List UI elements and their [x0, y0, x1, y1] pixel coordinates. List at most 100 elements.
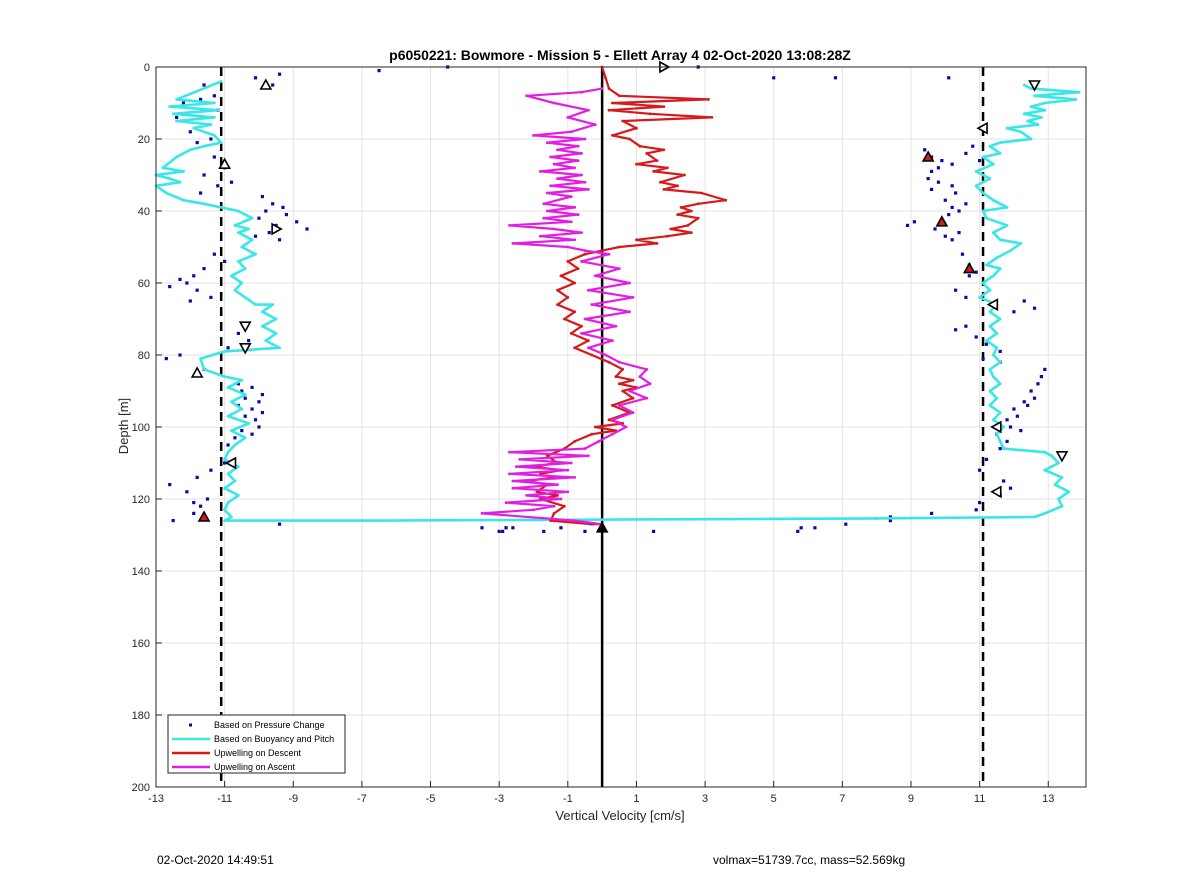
series-point: [233, 288, 237, 292]
series-point: [1067, 490, 1071, 494]
series-point: [593, 123, 597, 126]
x-tick-label: 11: [974, 793, 985, 805]
series-point: [662, 148, 666, 152]
series-point: [182, 198, 185, 202]
series-point: [635, 238, 638, 242]
series-point: [700, 191, 704, 195]
series-point: [1060, 504, 1064, 508]
series-point: [631, 396, 635, 400]
series-point: [508, 472, 511, 476]
series-point: [175, 98, 178, 101]
series-point: [1043, 450, 1047, 454]
series-point: [621, 119, 625, 123]
y-tick-label: 140: [132, 566, 150, 578]
series-point: [260, 324, 264, 328]
series-point: [559, 497, 563, 501]
series-point: [573, 346, 577, 350]
pressure-change-point: [216, 184, 220, 188]
pressure-change-point: [943, 198, 947, 202]
pressure-change-point: [168, 483, 172, 487]
series-point: [686, 224, 690, 227]
series-point: [988, 288, 992, 292]
series-point: [607, 108, 611, 112]
triangle-marker: [962, 261, 976, 274]
pressure-change-point: [209, 137, 213, 141]
series-point: [223, 350, 227, 353]
series-point: [1036, 123, 1040, 126]
series-point: [978, 296, 982, 299]
series-point: [236, 465, 240, 468]
series-point: [236, 209, 240, 213]
pressure-change-point: [974, 335, 978, 339]
series-point: [998, 317, 1002, 321]
series-point: [518, 458, 522, 461]
triangle-marker: [990, 420, 1002, 434]
pressure-change-point: [953, 328, 958, 332]
pressure-change-point: [267, 231, 271, 235]
pressure-change-point: [229, 180, 234, 184]
series-point: [638, 375, 642, 378]
series-point: [662, 105, 666, 108]
series-point: [655, 159, 659, 163]
pressure-change-point: [953, 191, 958, 195]
series-point: [628, 389, 631, 393]
series-point: [995, 396, 999, 400]
series-point: [607, 87, 611, 90]
series-point: [576, 159, 580, 163]
series-point: [988, 368, 992, 371]
legend-entry-label: Upwelling on Ascent: [214, 762, 296, 772]
series-point: [1022, 83, 1026, 87]
series-point: [991, 418, 995, 422]
series-point: [991, 274, 995, 278]
pressure-change-point: [277, 238, 282, 242]
series-point: [580, 260, 583, 263]
triangle-marker: [976, 121, 988, 135]
pressure-change-point: [998, 447, 1002, 451]
triangle-marker: [197, 510, 211, 522]
pressure-change-point: [978, 501, 982, 505]
series-point: [219, 141, 223, 145]
series-point: [549, 155, 553, 159]
pressure-change-point: [209, 295, 213, 299]
series-point: [991, 353, 995, 357]
series-point: [998, 238, 1002, 242]
series-point: [511, 486, 515, 490]
series-point: [542, 202, 546, 206]
series-point: [202, 368, 206, 371]
series-point: [1009, 249, 1012, 253]
triangle-marker: [921, 150, 935, 162]
series-point: [360, 519, 364, 522]
series-point: [1029, 137, 1033, 141]
pressure-change-point: [271, 83, 275, 87]
series-point: [552, 162, 556, 166]
series-point: [985, 263, 988, 267]
triangle-marker: [224, 456, 237, 470]
series-point: [549, 519, 553, 522]
pressure-change-point: [240, 389, 244, 393]
series-point: [707, 98, 710, 101]
series-point: [614, 324, 618, 328]
series-point: [593, 274, 597, 278]
tick-labels: -13 -11 -9 -7 -5 -3 -1 1 3 5 7 9 11 13020406080100120…: [132, 62, 1055, 805]
series-point: [508, 450, 511, 454]
series-point: [586, 339, 590, 342]
series-point: [569, 220, 573, 224]
series-point: [1043, 108, 1047, 112]
triangle-marker: [238, 321, 252, 333]
series-point: [223, 486, 227, 490]
x-tick-label: -1: [563, 793, 573, 805]
pressure-change-point: [236, 382, 240, 386]
series-point: [573, 281, 577, 285]
series-point: [617, 94, 621, 98]
triangle-marker: [1028, 80, 1041, 92]
series-point: [240, 378, 244, 382]
pressure-change-point: [929, 187, 934, 191]
series-point: [998, 411, 1002, 414]
x-tick-label: 9: [908, 793, 914, 805]
y-tick-label: 180: [132, 710, 150, 722]
series-point: [1057, 461, 1060, 465]
series-point: [981, 209, 985, 213]
series-point: [611, 418, 614, 422]
series-point: [161, 166, 165, 170]
pressure-change-point: [202, 267, 206, 271]
